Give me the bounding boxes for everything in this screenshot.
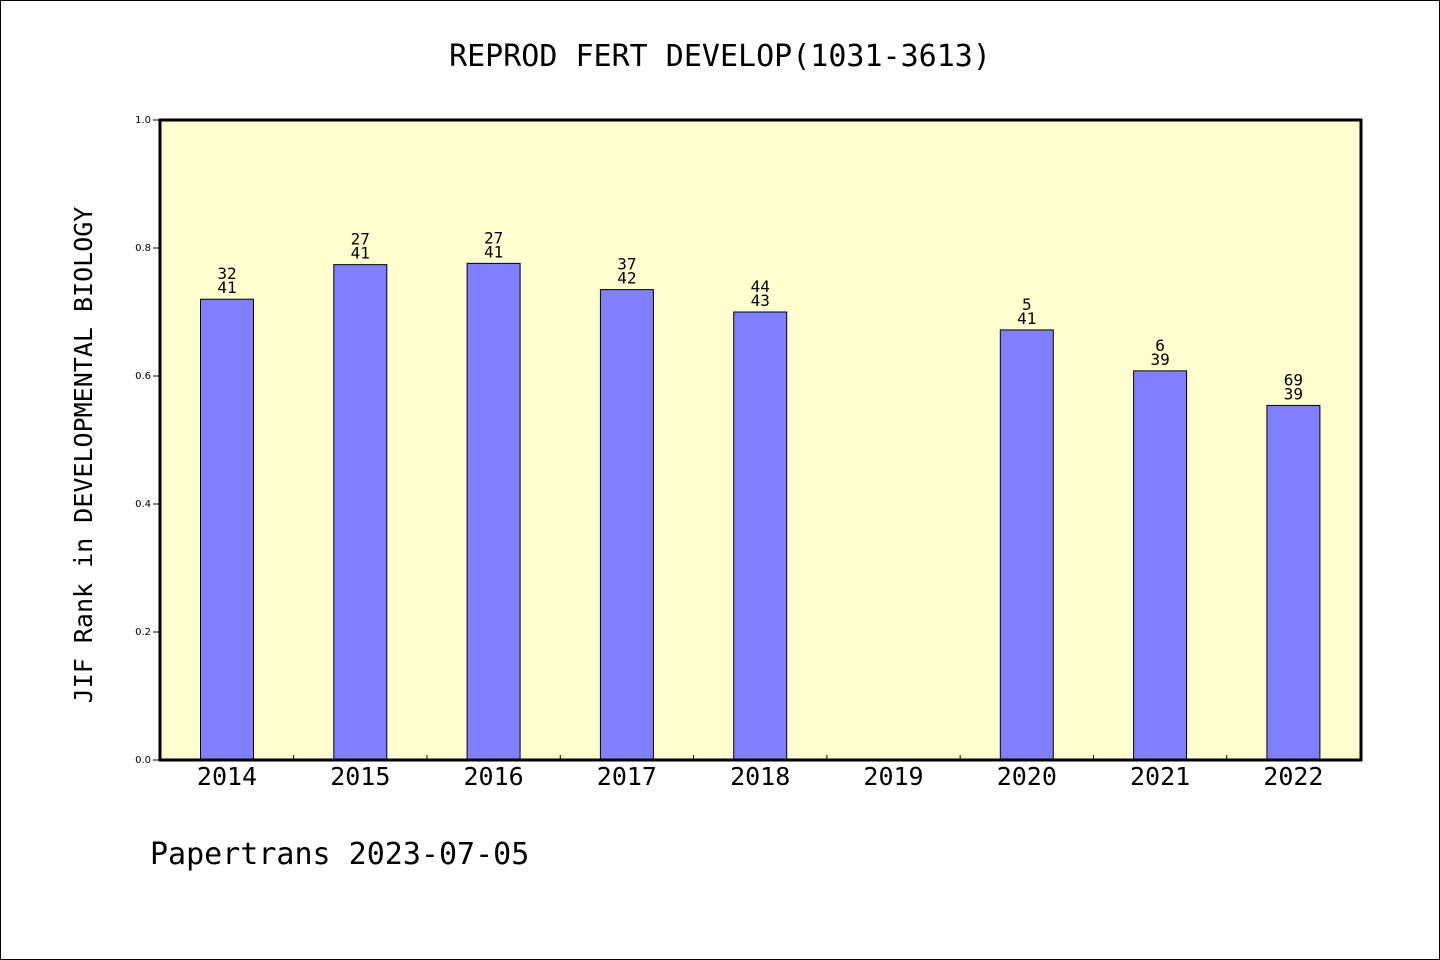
x-axis-ticks: 2014 2015 2016 2017 2018 2019 2020 2021 2022 bbox=[197, 755, 1324, 791]
x-tick-label-2016: 2016 bbox=[463, 762, 523, 791]
bar-2018 bbox=[733, 311, 788, 761]
bar-2016 bbox=[466, 262, 521, 761]
bar-2017 bbox=[599, 289, 654, 761]
bar-label-top-2016: 27 bbox=[484, 228, 503, 247]
y-tick-label: 0.4 bbox=[135, 499, 151, 510]
x-tick-label-2022: 2022 bbox=[1263, 762, 1323, 791]
bar-2014 bbox=[200, 298, 254, 761]
x-tick-label-2014: 2014 bbox=[197, 762, 257, 791]
bars-group bbox=[200, 262, 1321, 761]
footer-credit: Papertrans 2023-07-05 bbox=[150, 837, 529, 872]
x-tick-label-2019: 2019 bbox=[863, 762, 923, 791]
y-tick-label: 1.0 bbox=[135, 115, 151, 126]
bar-label-top-2015: 27 bbox=[351, 230, 370, 249]
y-tick-label: 0.6 bbox=[135, 371, 151, 382]
y-tick-label: 0.2 bbox=[135, 627, 151, 638]
bar-2020 bbox=[999, 329, 1054, 761]
bar-label-bottom-2014: 41 bbox=[217, 278, 236, 297]
bar-2015 bbox=[333, 264, 388, 761]
bar-label-bottom-2021: 39 bbox=[1150, 350, 1169, 369]
y-axis-ticks: 0.0 0.2 0.4 0.6 0.8 1.0 bbox=[135, 115, 160, 766]
bar-label-top-2021: 6 bbox=[1155, 336, 1165, 355]
x-tick-label-2021: 2021 bbox=[1130, 762, 1190, 791]
bar-label-bottom-2017: 42 bbox=[617, 269, 636, 288]
x-tick-label-2017: 2017 bbox=[597, 762, 657, 791]
x-tick-label-2020: 2020 bbox=[997, 762, 1057, 791]
y-tick-label: 0.8 bbox=[135, 243, 151, 254]
bar-label-bottom-2022: 39 bbox=[1284, 384, 1303, 403]
y-axis-label: JIF Rank in DEVELOPMENTAL BIOLOGY bbox=[69, 207, 98, 704]
bar-label-top-2018: 44 bbox=[751, 277, 770, 296]
bar-2021 bbox=[1133, 370, 1188, 761]
y-tick-label: 0.0 bbox=[135, 755, 151, 766]
bar-label-bottom-2020: 41 bbox=[1017, 309, 1036, 328]
bar-label-bottom-2016: 41 bbox=[484, 242, 503, 261]
chart-title: REPROD FERT DEVELOP(1031-3613) bbox=[449, 39, 991, 74]
bar-label-top-2014: 32 bbox=[217, 264, 236, 283]
bar-label-bottom-2015: 41 bbox=[351, 244, 370, 263]
x-tick-label-2015: 2015 bbox=[330, 762, 390, 791]
plot-border bbox=[158, 118, 1363, 762]
bar-label-top-2017: 37 bbox=[617, 255, 636, 274]
bar-label-top-2020: 5 bbox=[1022, 295, 1032, 314]
x-tick-label-2018: 2018 bbox=[730, 762, 790, 791]
bar-2022 bbox=[1266, 404, 1321, 761]
bar-label-top-2022: 69 bbox=[1284, 370, 1303, 389]
bar-label-bottom-2018: 43 bbox=[751, 291, 770, 310]
